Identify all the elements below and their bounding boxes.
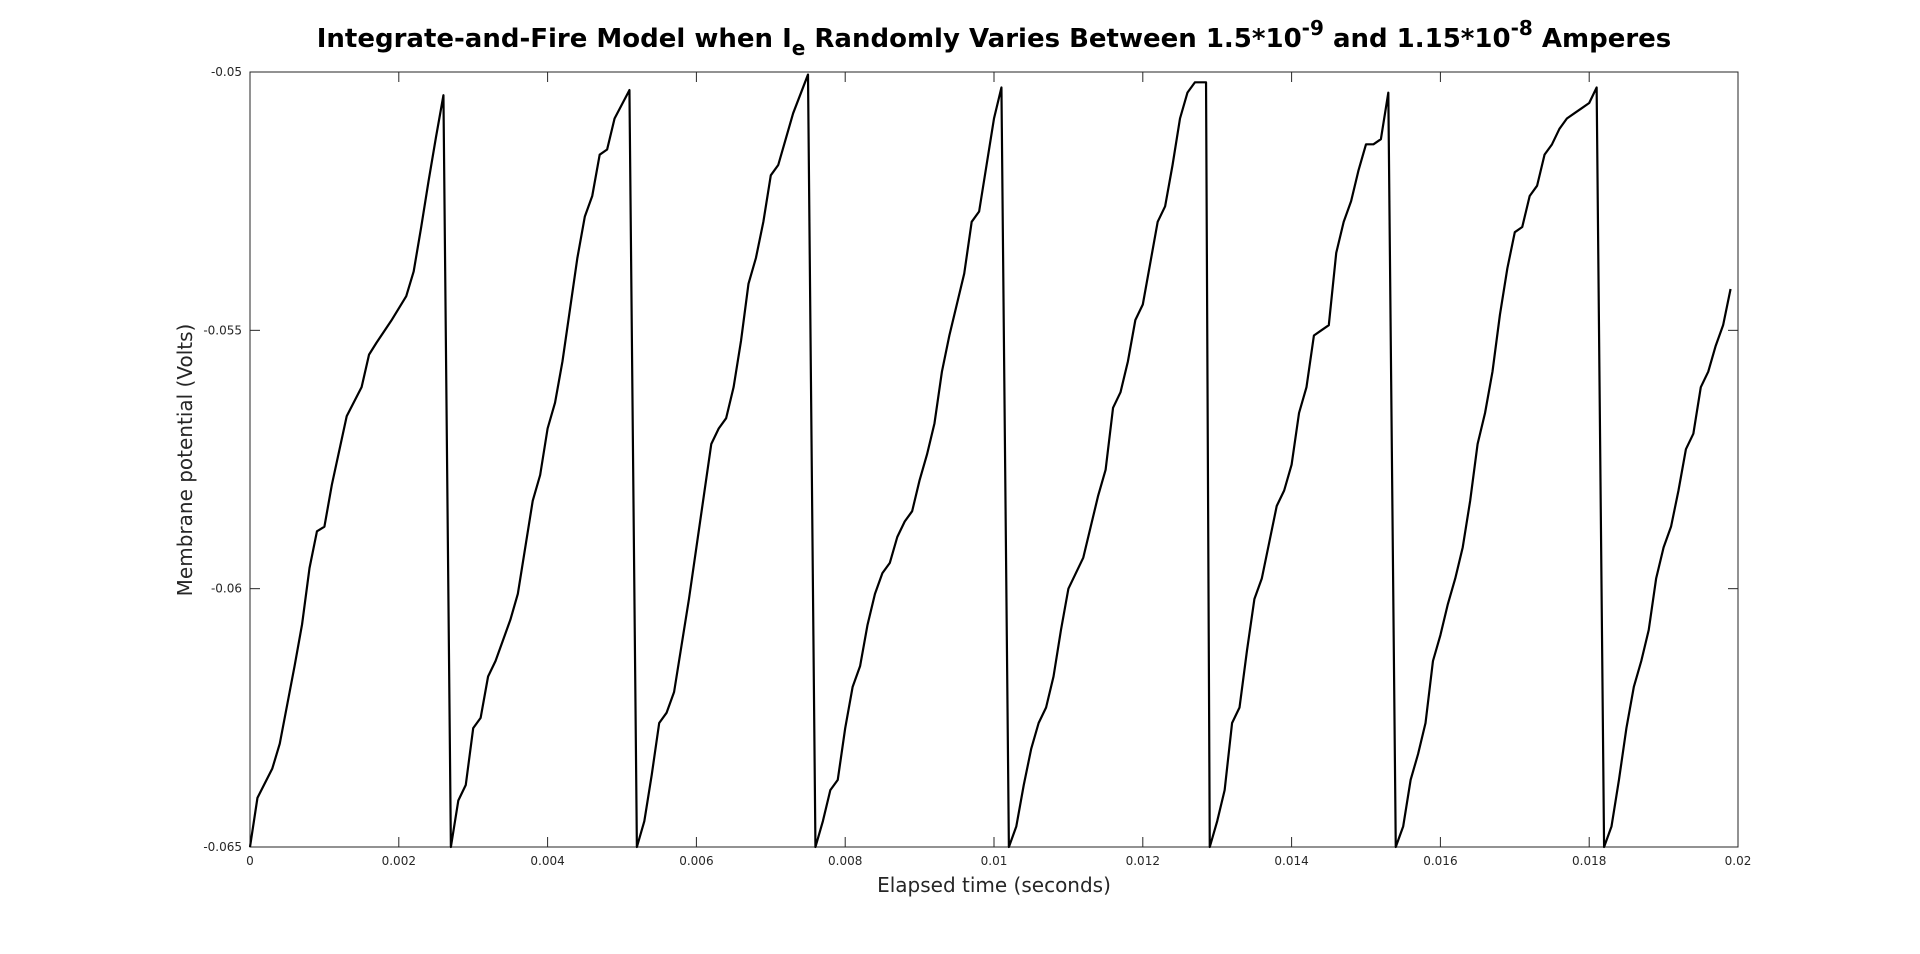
x-tick-label: 0.014	[1274, 854, 1308, 868]
title-part: Integrate-and-Fire Model when I	[317, 24, 792, 54]
x-axis-label: Elapsed time (seconds)	[877, 873, 1111, 897]
x-tick-label: 0.016	[1423, 854, 1457, 868]
y-tick-label: -0.06	[211, 582, 242, 596]
x-tick-label: 0.004	[530, 854, 564, 868]
title-part: e	[792, 36, 806, 60]
line-series	[248, 73, 1732, 849]
y-axis-label: Membrane potential (Volts)	[173, 324, 197, 597]
title-part: Randomly Varies Between 1.5*10	[805, 24, 1301, 54]
y-tick-label: -0.055	[203, 323, 242, 337]
y-tick-label: -0.065	[203, 840, 242, 854]
x-tick-label: 0.006	[679, 854, 713, 868]
y-tick-label: -0.05	[211, 65, 242, 79]
x-tick-label: 0.018	[1572, 854, 1606, 868]
title-part: Amperes	[1533, 24, 1671, 54]
x-tick-label: 0.02	[1725, 854, 1752, 868]
x-tick-label: 0	[246, 854, 254, 868]
plot-area	[249, 71, 1739, 848]
x-tick-label: 0.008	[828, 854, 862, 868]
title-part: and 1.15*10	[1324, 24, 1511, 54]
x-tick-label: 0.01	[981, 854, 1008, 868]
x-tick-label: 0.002	[382, 854, 416, 868]
title-part: -8	[1511, 16, 1533, 40]
title-part: -9	[1302, 16, 1324, 40]
chart-title: Integrate-and-Fire Model when Ie Randoml…	[317, 16, 1672, 60]
x-tick-label: 0.012	[1126, 854, 1160, 868]
